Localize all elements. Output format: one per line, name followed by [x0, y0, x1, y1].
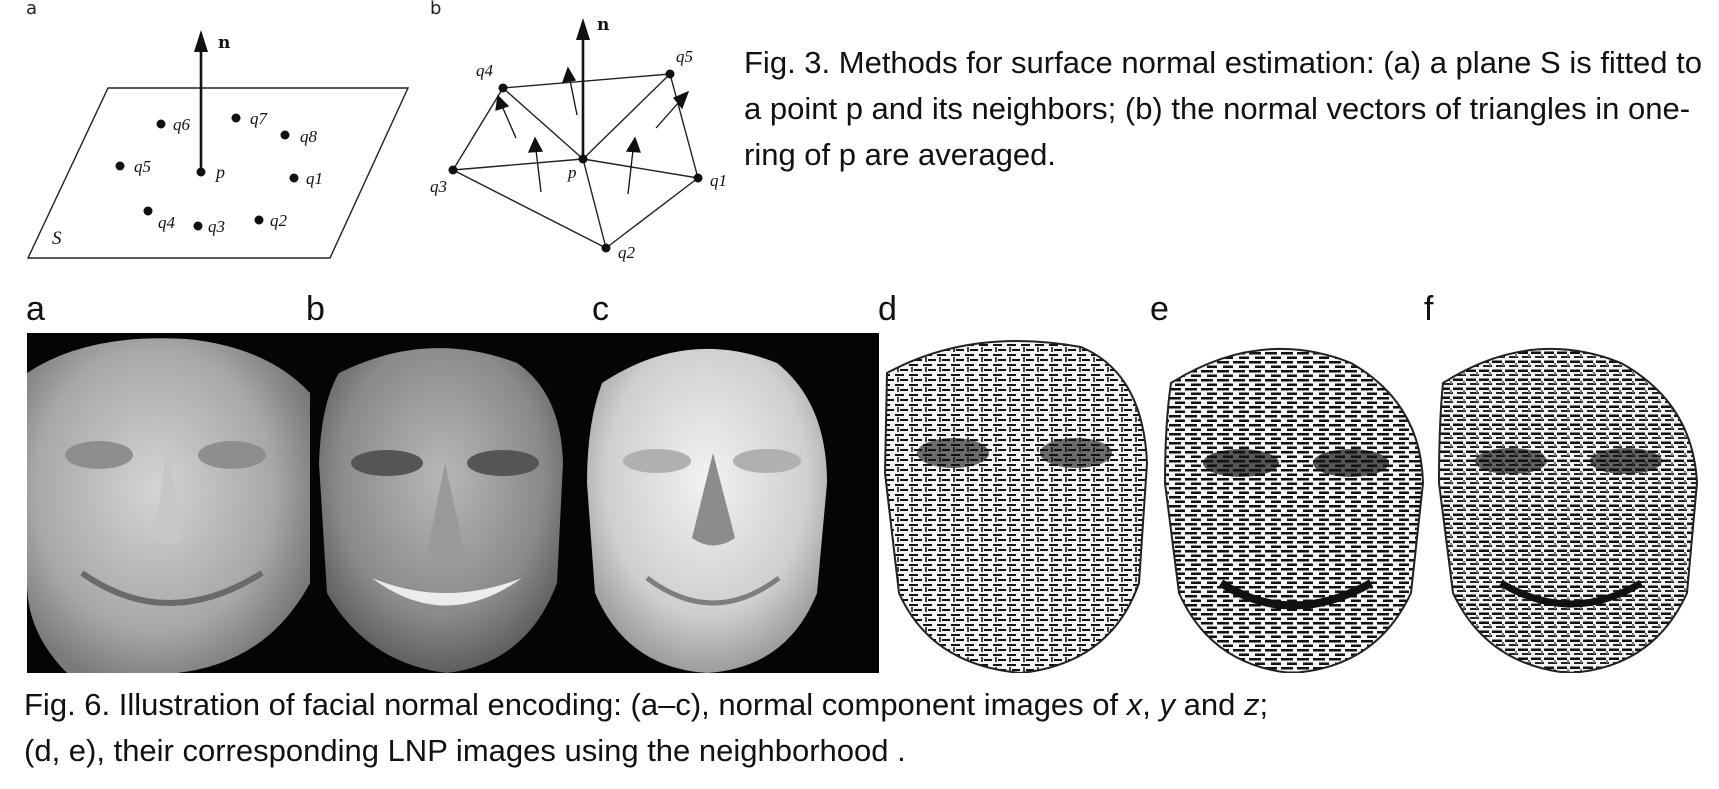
point-q5-b-label: q5 — [676, 47, 693, 66]
normal-arrow-head — [194, 30, 208, 52]
point-q1 — [289, 173, 299, 183]
point-q6 — [156, 119, 166, 129]
fig3-panel-b-letter: b — [430, 0, 442, 19]
face-image-a — [27, 338, 310, 673]
edge-p-q3 — [452, 158, 584, 171]
point-q3 — [193, 221, 203, 231]
normal-label: n — [218, 33, 230, 53]
face-image-b — [319, 348, 563, 673]
point-q2-b — [601, 243, 611, 253]
fig3-panel-a-letter: a — [26, 0, 38, 19]
edge-p-q2 — [582, 158, 607, 249]
fig6-letter-c: c — [592, 290, 609, 328]
center-label-b: p — [567, 163, 577, 182]
point-q7 — [231, 113, 241, 123]
fig6-caption-prefix: Fig. 6. Illustration of facial normal en… — [24, 687, 1127, 722]
point-q5 — [115, 161, 125, 171]
edge-q4-q5 — [502, 73, 671, 89]
point-q3-b — [448, 165, 458, 175]
lnp-image-e — [1163, 348, 1425, 673]
fig3-diagram-a: n S p q1 q2 q3 q4 q5 q6 q7 q8 — [26, 30, 410, 259]
point-q8-label: q8 — [300, 127, 318, 146]
fig6-caption-line2: (d, e), their corresponding LNP images u… — [24, 733, 906, 768]
fig6-caption-x: x — [1126, 687, 1143, 722]
point-q5-label: q5 — [134, 157, 151, 176]
fig6-caption-line1: Fig. 6. Illustration of facial normal en… — [24, 682, 1704, 728]
fig3-caption: Fig. 3. Methods for surface normal estim… — [744, 45, 1702, 172]
center-label: p — [214, 162, 225, 182]
plane-label: S — [52, 228, 62, 249]
point-q6-label: q6 — [173, 115, 191, 134]
point-q1-b — [693, 173, 703, 183]
point-q2 — [254, 215, 264, 225]
fig6-letter-e: e — [1150, 290, 1169, 328]
fig6-letter-f: f — [1424, 290, 1434, 328]
point-q5-b — [665, 69, 675, 79]
fig6-normal-images — [27, 338, 827, 673]
fig6-letter-b: b — [306, 290, 325, 328]
fig6-caption-end: ; — [1259, 687, 1269, 722]
center-point-b — [578, 154, 588, 164]
center-point — [196, 167, 206, 177]
edge-p-q5 — [582, 73, 671, 160]
face-image-c — [587, 348, 827, 673]
point-q4-label: q4 — [158, 213, 176, 232]
edge-q1-q2 — [605, 177, 699, 249]
edge-p-q4 — [502, 87, 584, 160]
point-q4-b — [498, 83, 508, 93]
edge-q4-q3 — [452, 87, 504, 171]
point-q4-b-label: q4 — [476, 61, 494, 80]
fig6-caption-sep1: , — [1142, 687, 1160, 722]
point-q4 — [143, 206, 153, 216]
normal-arrow-head-b — [576, 18, 590, 40]
fig6-caption-z: z — [1243, 687, 1260, 722]
point-q2-label: q2 — [270, 211, 288, 230]
plane-s — [26, 87, 410, 259]
normal-label-b: n — [597, 15, 609, 35]
lnp-image-d — [883, 340, 1149, 673]
fig6-letter-a: a — [26, 290, 45, 328]
point-q2-b-label: q2 — [618, 243, 636, 262]
fig6-lnp-images — [883, 340, 1699, 673]
fig6-letter-d: d — [878, 290, 897, 328]
point-q8 — [280, 130, 290, 140]
edge-q5-q1 — [669, 73, 699, 179]
point-q1-b-label: q1 — [710, 171, 727, 190]
fig6-caption: Fig. 6. Illustration of facial normal en… — [24, 682, 1704, 774]
point-q3-label: q3 — [208, 217, 225, 236]
point-q1-label: q1 — [306, 169, 323, 188]
lnp-image-f — [1437, 348, 1699, 673]
fig3-diagram-b: n p q1 q2 q3 q4 q5 — [430, 15, 727, 262]
fig6-caption-sep2: and — [1175, 687, 1244, 722]
fig6-caption-y: y — [1159, 687, 1176, 722]
point-q3-b-label: q3 — [430, 177, 447, 196]
edge-p-q1 — [582, 158, 699, 179]
edge-q3-q2 — [452, 169, 607, 249]
point-q7-label: q7 — [250, 109, 269, 128]
